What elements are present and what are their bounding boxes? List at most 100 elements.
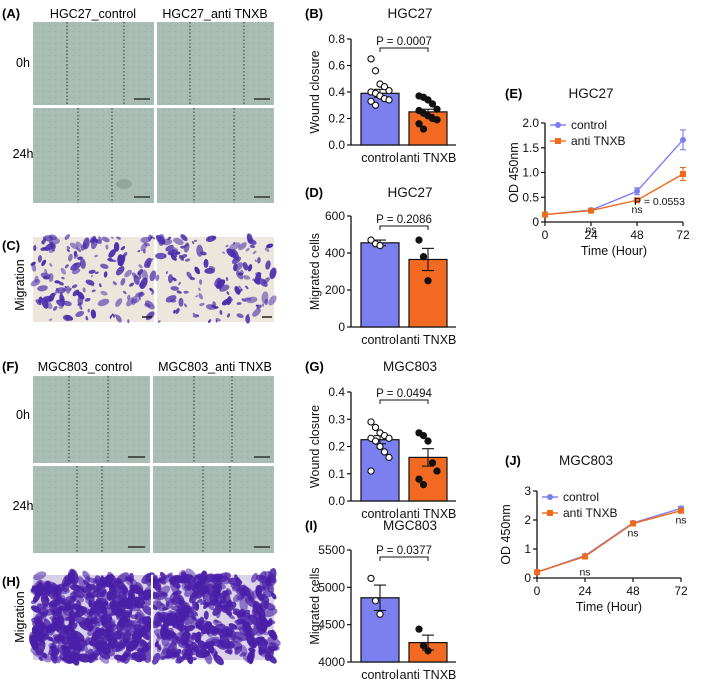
data-point xyxy=(376,442,384,451)
stained-cell xyxy=(94,599,104,606)
stained-cell xyxy=(173,611,182,618)
stained-cell xyxy=(133,274,140,285)
y-axis-label: OD 450nm xyxy=(507,142,521,202)
row-label-migration-mgc803: Migration xyxy=(13,591,27,642)
stained-cell xyxy=(160,655,167,660)
row-label-migration-hgc27: Migration xyxy=(13,259,27,310)
legend-label: control xyxy=(571,118,607,132)
stained-cell xyxy=(100,290,108,296)
stained-cell xyxy=(99,608,105,614)
y-tick-label: 0 xyxy=(338,320,345,334)
stained-cell xyxy=(68,253,73,262)
stained-cell xyxy=(214,277,221,287)
y-tick-label: 2.0 xyxy=(522,116,539,130)
x-tick-label: 24 xyxy=(584,228,598,242)
stained-cell xyxy=(75,310,85,318)
stained-cell xyxy=(246,313,250,317)
stained-cell xyxy=(88,599,93,608)
stained-cell xyxy=(252,250,257,255)
stained-cell xyxy=(115,601,126,612)
x-category-label: anti TNXB xyxy=(400,668,457,682)
chart-i-migrated-cells-mgc803: MGC803 4000 4500 5000 5500 Migrated cells cont… xyxy=(308,518,456,682)
stained-cell xyxy=(87,625,98,636)
panel-label-b: (B) xyxy=(305,6,323,21)
panel-label-e: (E) xyxy=(505,86,522,101)
wound-image-hgc27-control-24h xyxy=(33,108,154,203)
stained-cell xyxy=(246,650,255,663)
stained-cell xyxy=(115,266,125,276)
stained-cell xyxy=(152,237,156,240)
y-tick-label: 0.6 xyxy=(328,59,345,73)
stained-cell xyxy=(77,302,82,306)
x-tick-label: 48 xyxy=(626,584,640,598)
x-tick-label: 48 xyxy=(630,228,644,242)
data-point xyxy=(582,553,588,560)
stained-cell xyxy=(225,277,229,281)
stained-cell xyxy=(208,265,216,271)
stained-cell xyxy=(53,618,65,625)
stained-cell xyxy=(127,596,134,608)
y-tick-label: 2 xyxy=(524,513,531,527)
stained-cell xyxy=(84,298,91,302)
stained-cell xyxy=(41,259,47,267)
data-point xyxy=(371,67,380,75)
row-label-0h: 0h xyxy=(16,56,30,70)
stained-cell xyxy=(89,235,96,244)
stained-cell xyxy=(191,615,197,621)
stained-cell xyxy=(211,236,216,240)
stained-cell xyxy=(251,572,258,583)
x-tick-label: 0 xyxy=(534,584,541,598)
stained-cell xyxy=(171,598,178,606)
y-tick-label: 0.0 xyxy=(328,494,345,508)
stained-cell xyxy=(268,295,277,306)
stained-cell xyxy=(262,277,271,284)
stained-cell xyxy=(181,582,188,592)
y-tick-label: 3 xyxy=(524,484,531,498)
stained-cell xyxy=(219,309,223,315)
stained-cell xyxy=(129,282,135,287)
stained-cell xyxy=(117,254,125,267)
series-line xyxy=(536,510,682,573)
y-tick-label: 0.1 xyxy=(328,467,345,481)
stained-cell xyxy=(160,574,174,584)
stained-cell xyxy=(29,634,39,650)
data-point xyxy=(433,105,441,113)
stained-cell xyxy=(138,591,154,601)
stained-cell xyxy=(257,257,261,264)
stained-cell xyxy=(232,611,240,615)
stained-cell xyxy=(245,247,250,252)
data-point xyxy=(385,96,393,104)
data-point xyxy=(419,431,428,440)
chart-e-od450-hgc27: HGC27 0 0.5 1.0 1.5 2.0 0 24 48 72 Time (Hour) OD 4… xyxy=(507,86,690,258)
stained-cell xyxy=(120,278,126,286)
stained-cell xyxy=(204,625,219,634)
y-axis-label: Wound closure xyxy=(308,50,322,133)
legend-marker xyxy=(555,138,561,144)
data-point xyxy=(385,87,393,95)
stained-cell xyxy=(180,571,187,581)
stained-cell xyxy=(66,246,71,249)
stained-cell xyxy=(58,306,63,309)
stained-cell xyxy=(100,263,109,269)
stained-cell xyxy=(88,269,96,274)
stained-cell xyxy=(68,595,77,605)
stained-cell xyxy=(48,273,54,282)
stained-cell xyxy=(183,624,188,632)
x-category-label: anti TNXB xyxy=(400,333,457,347)
stained-cell xyxy=(173,309,176,314)
stained-cell xyxy=(123,290,127,295)
stained-cell xyxy=(135,291,145,298)
stained-cell xyxy=(50,652,58,664)
stained-cell xyxy=(138,264,143,269)
stained-cell xyxy=(113,242,120,252)
stained-cell xyxy=(37,285,48,292)
stained-cell xyxy=(116,236,122,240)
stained-cell xyxy=(202,602,211,607)
stained-cell xyxy=(156,644,162,651)
stained-cell xyxy=(170,252,178,258)
data-point xyxy=(371,597,380,605)
stained-cell xyxy=(120,652,129,663)
stained-cell xyxy=(84,637,92,646)
stained-cell xyxy=(34,275,39,283)
